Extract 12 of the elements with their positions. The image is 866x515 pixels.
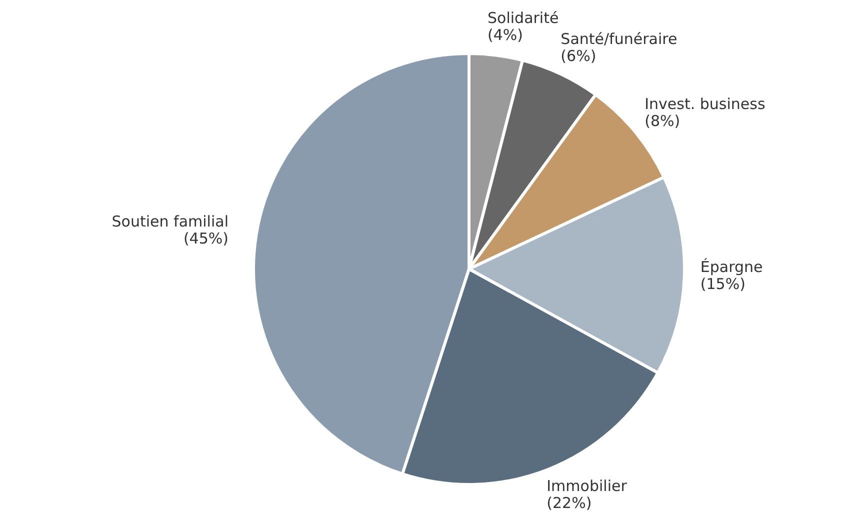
data-label: (6%)	[560, 47, 596, 66]
slice-label: Immobilier	[546, 476, 628, 495]
data-label: (4%)	[488, 26, 524, 44]
slice-label: Invest. business	[644, 95, 766, 114]
slice-label: Solidarité	[488, 8, 559, 27]
data-label: (15%)	[700, 275, 746, 294]
slice-label: Santé/funéraire	[560, 30, 678, 48]
data-label: (8%)	[644, 112, 680, 130]
slice-label: Soutien familial	[112, 212, 228, 230]
data-label: (22%)	[546, 494, 592, 512]
data-label: (45%)	[183, 229, 228, 248]
slice-label: Épargne	[700, 258, 763, 276]
